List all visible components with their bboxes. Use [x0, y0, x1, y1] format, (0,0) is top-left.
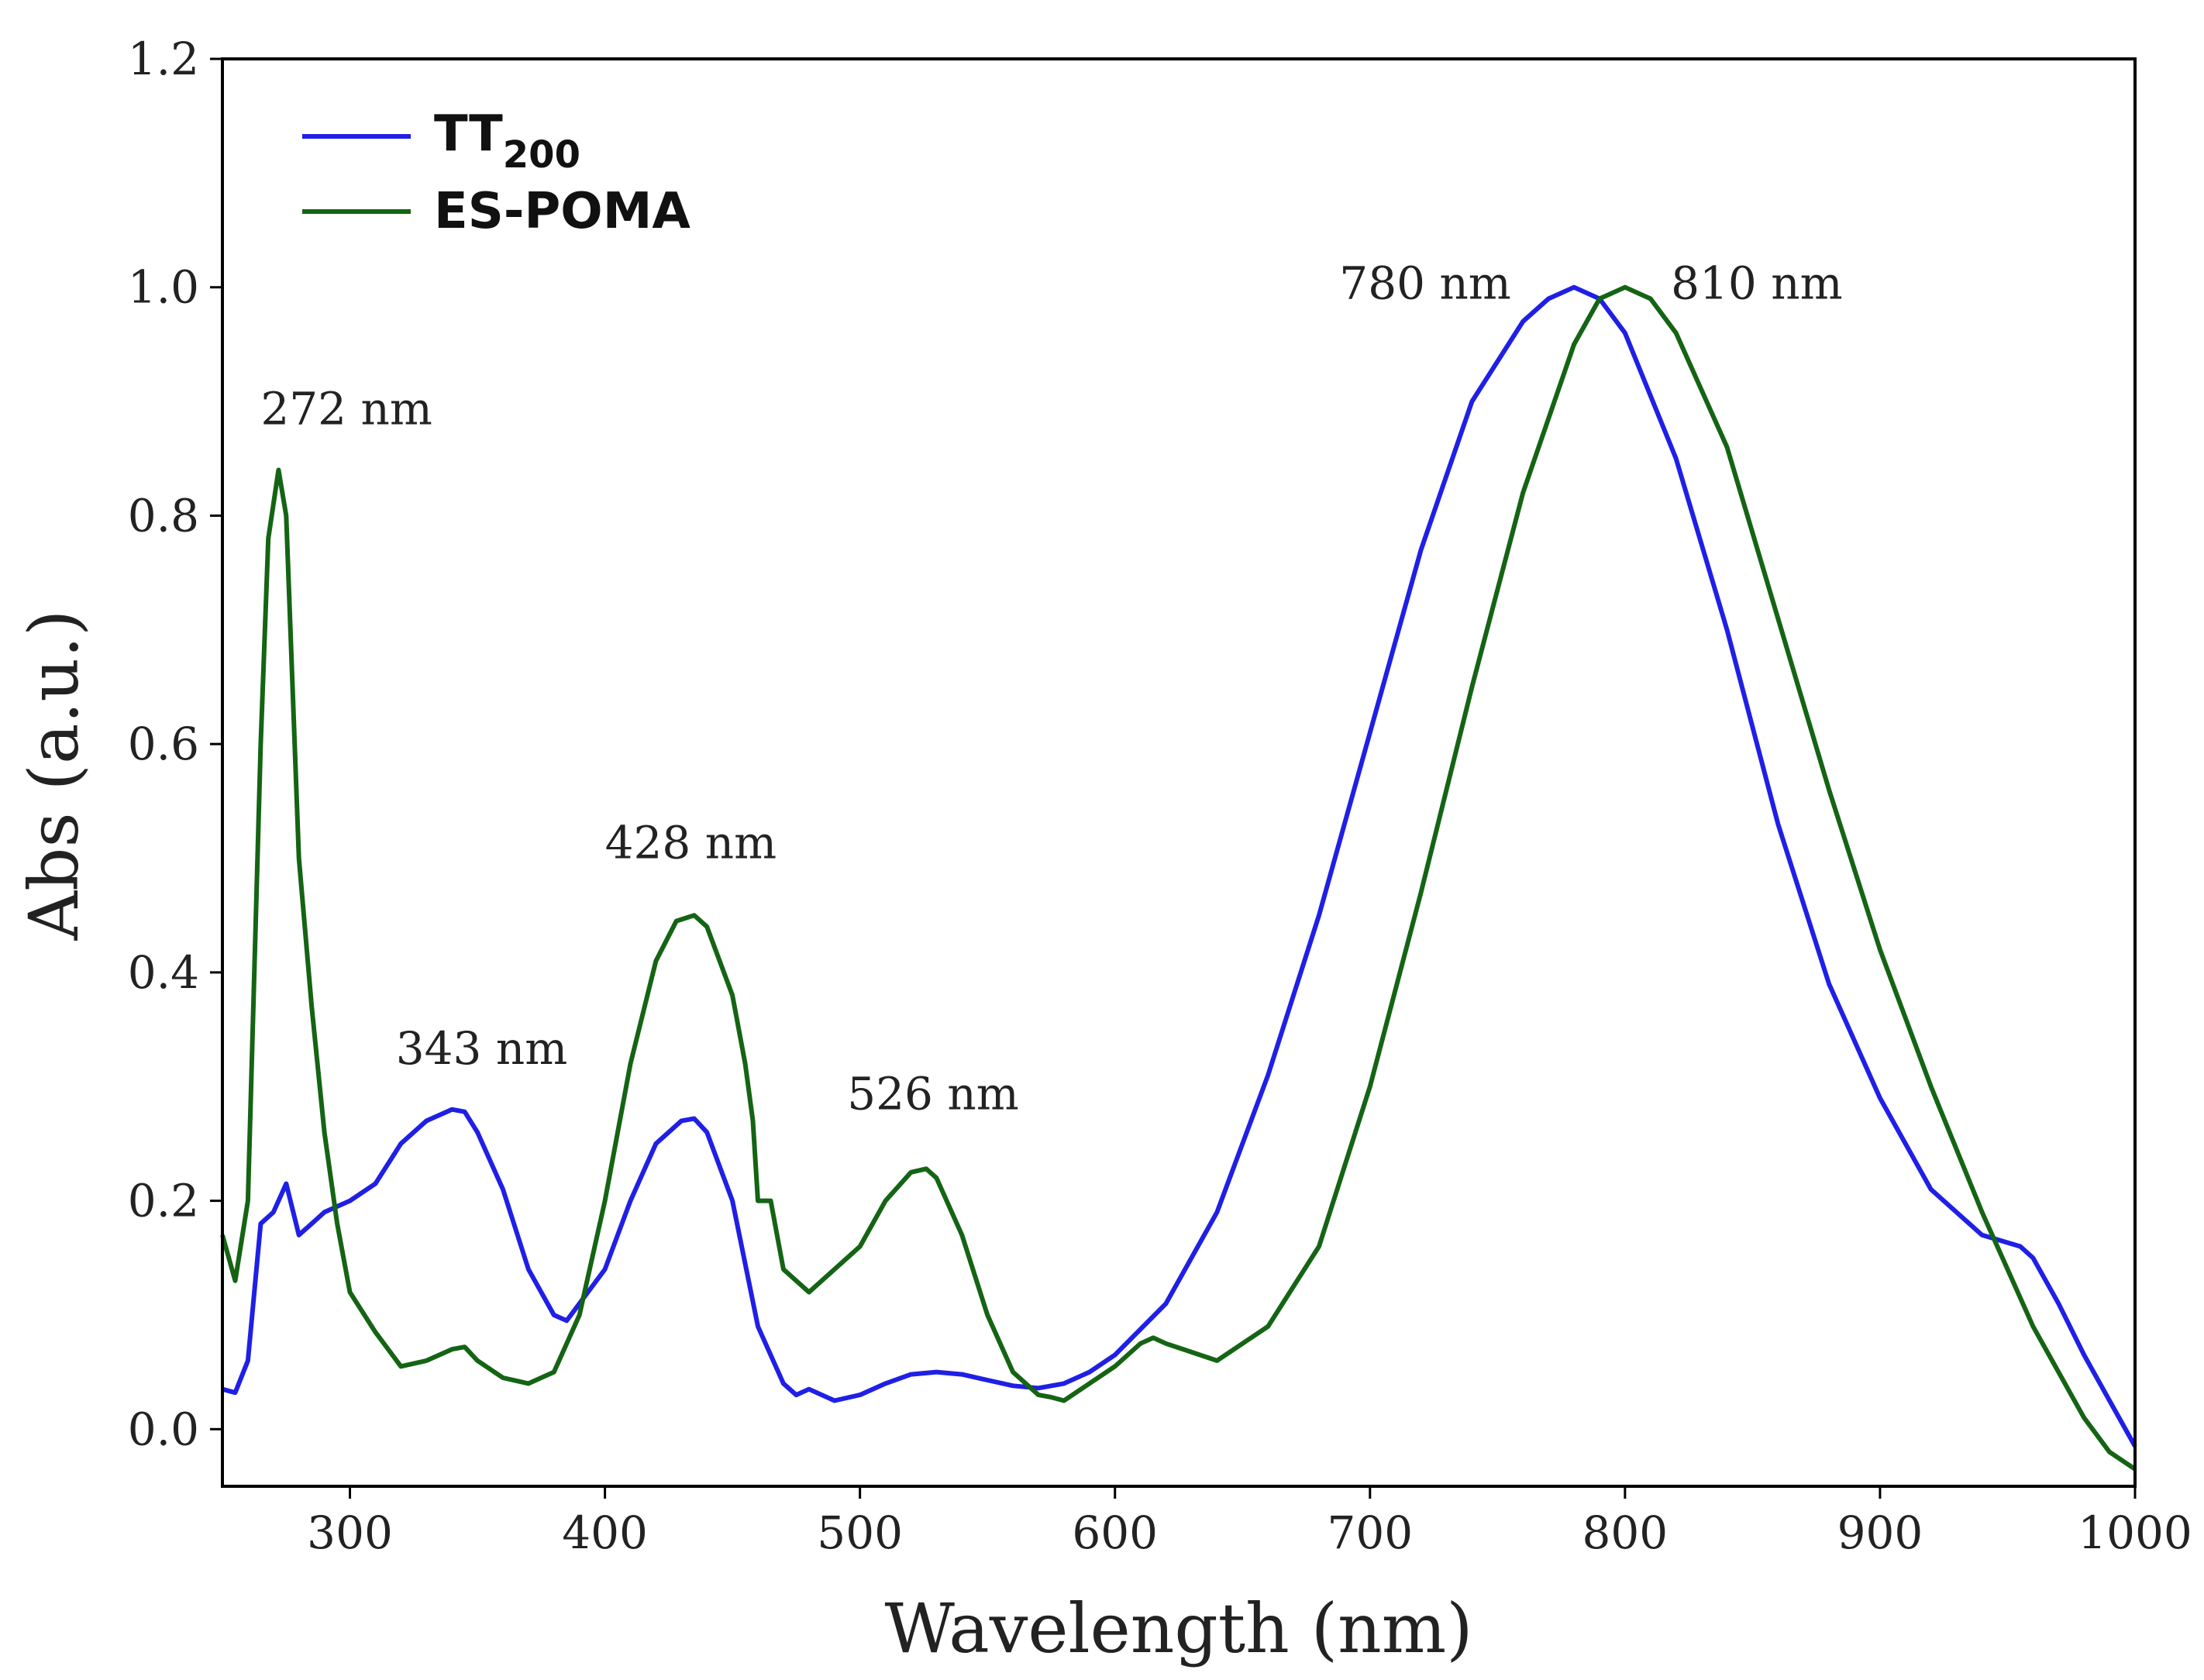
y-tick-label: 0.2	[128, 1175, 199, 1227]
x-axis-title: Wavelength (nm)	[884, 1589, 1472, 1668]
series-line-tt200	[222, 284, 2137, 1448]
peak-annotation: 428 nm	[605, 817, 777, 869]
y-axis-title: Abs (a.u.)	[14, 610, 94, 942]
y-tick-label: 0.6	[128, 718, 199, 770]
y-tick-label: 0.4	[128, 946, 199, 999]
x-tick-label: 900	[1837, 1506, 1923, 1559]
annotations-layer: 272 nm 343 nm 428 nm 526 nm 780 nm 810 nm	[260, 256, 1842, 1120]
x-tick-label: 400	[562, 1506, 648, 1559]
peak-annotation: 526 nm	[847, 1068, 1019, 1121]
x-tick-label: 700	[1327, 1506, 1413, 1559]
curves-layer	[220, 284, 2137, 1472]
x-tick-label: 300	[307, 1506, 393, 1559]
peak-annotation: 272 nm	[260, 383, 432, 435]
legend-label-tt200: TT200	[434, 105, 580, 177]
legend-label-es-poma: ES-POMA	[434, 183, 690, 240]
y-tick-label: 1.0	[128, 261, 199, 314]
x-tick-label: 800	[1582, 1506, 1668, 1559]
x-tick-label: 600	[1072, 1506, 1158, 1559]
x-tick-label: 1000	[2078, 1506, 2192, 1559]
peak-annotation: 810 nm	[1671, 256, 1843, 309]
series-line-es-poma	[220, 284, 2137, 1472]
ticks-layer: 300 400 500 600 700 800 900 1000 0.0 0.2 0.4 0.6 0.8…	[128, 33, 2192, 1559]
plot-frame	[221, 57, 2137, 1488]
x-tick-label: 500	[817, 1506, 903, 1559]
peak-annotation: 343 nm	[396, 1022, 568, 1075]
legend: TT200 ES-POMA	[302, 105, 690, 240]
y-tick-label: 0.8	[128, 489, 199, 542]
legend-label-tt200-main: TT	[434, 105, 503, 163]
y-tick-label: 0.0	[128, 1403, 199, 1455]
legend-label-tt200-sub: 200	[503, 133, 580, 177]
peak-annotation: 780 nm	[1339, 256, 1511, 309]
y-tick-label: 1.2	[128, 33, 199, 85]
